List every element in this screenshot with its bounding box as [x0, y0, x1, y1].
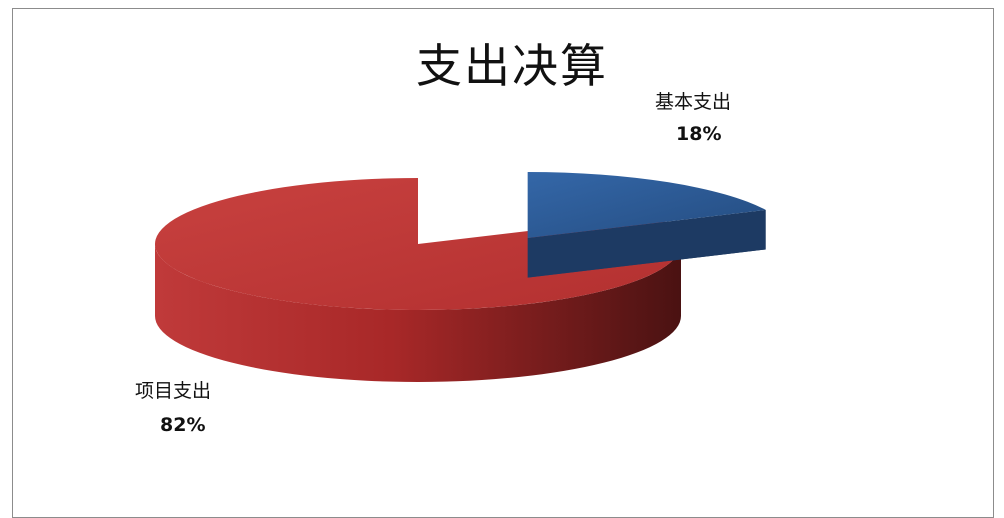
label-project-pct: 82% — [160, 414, 205, 436]
slice-basic — [527, 172, 766, 238]
slice-project-side — [155, 244, 681, 382]
chart-title: 支出决算 — [416, 39, 608, 93]
pie-chart: 基本支出 18% 项目支出 82% — [135, 91, 766, 436]
slice-basic-front — [527, 209, 766, 278]
label-project-name: 项目支出 — [135, 380, 211, 402]
label-basic-pct: 18% — [676, 123, 721, 145]
label-basic-name: 基本支出 — [655, 91, 731, 113]
slice-project — [155, 178, 682, 310]
